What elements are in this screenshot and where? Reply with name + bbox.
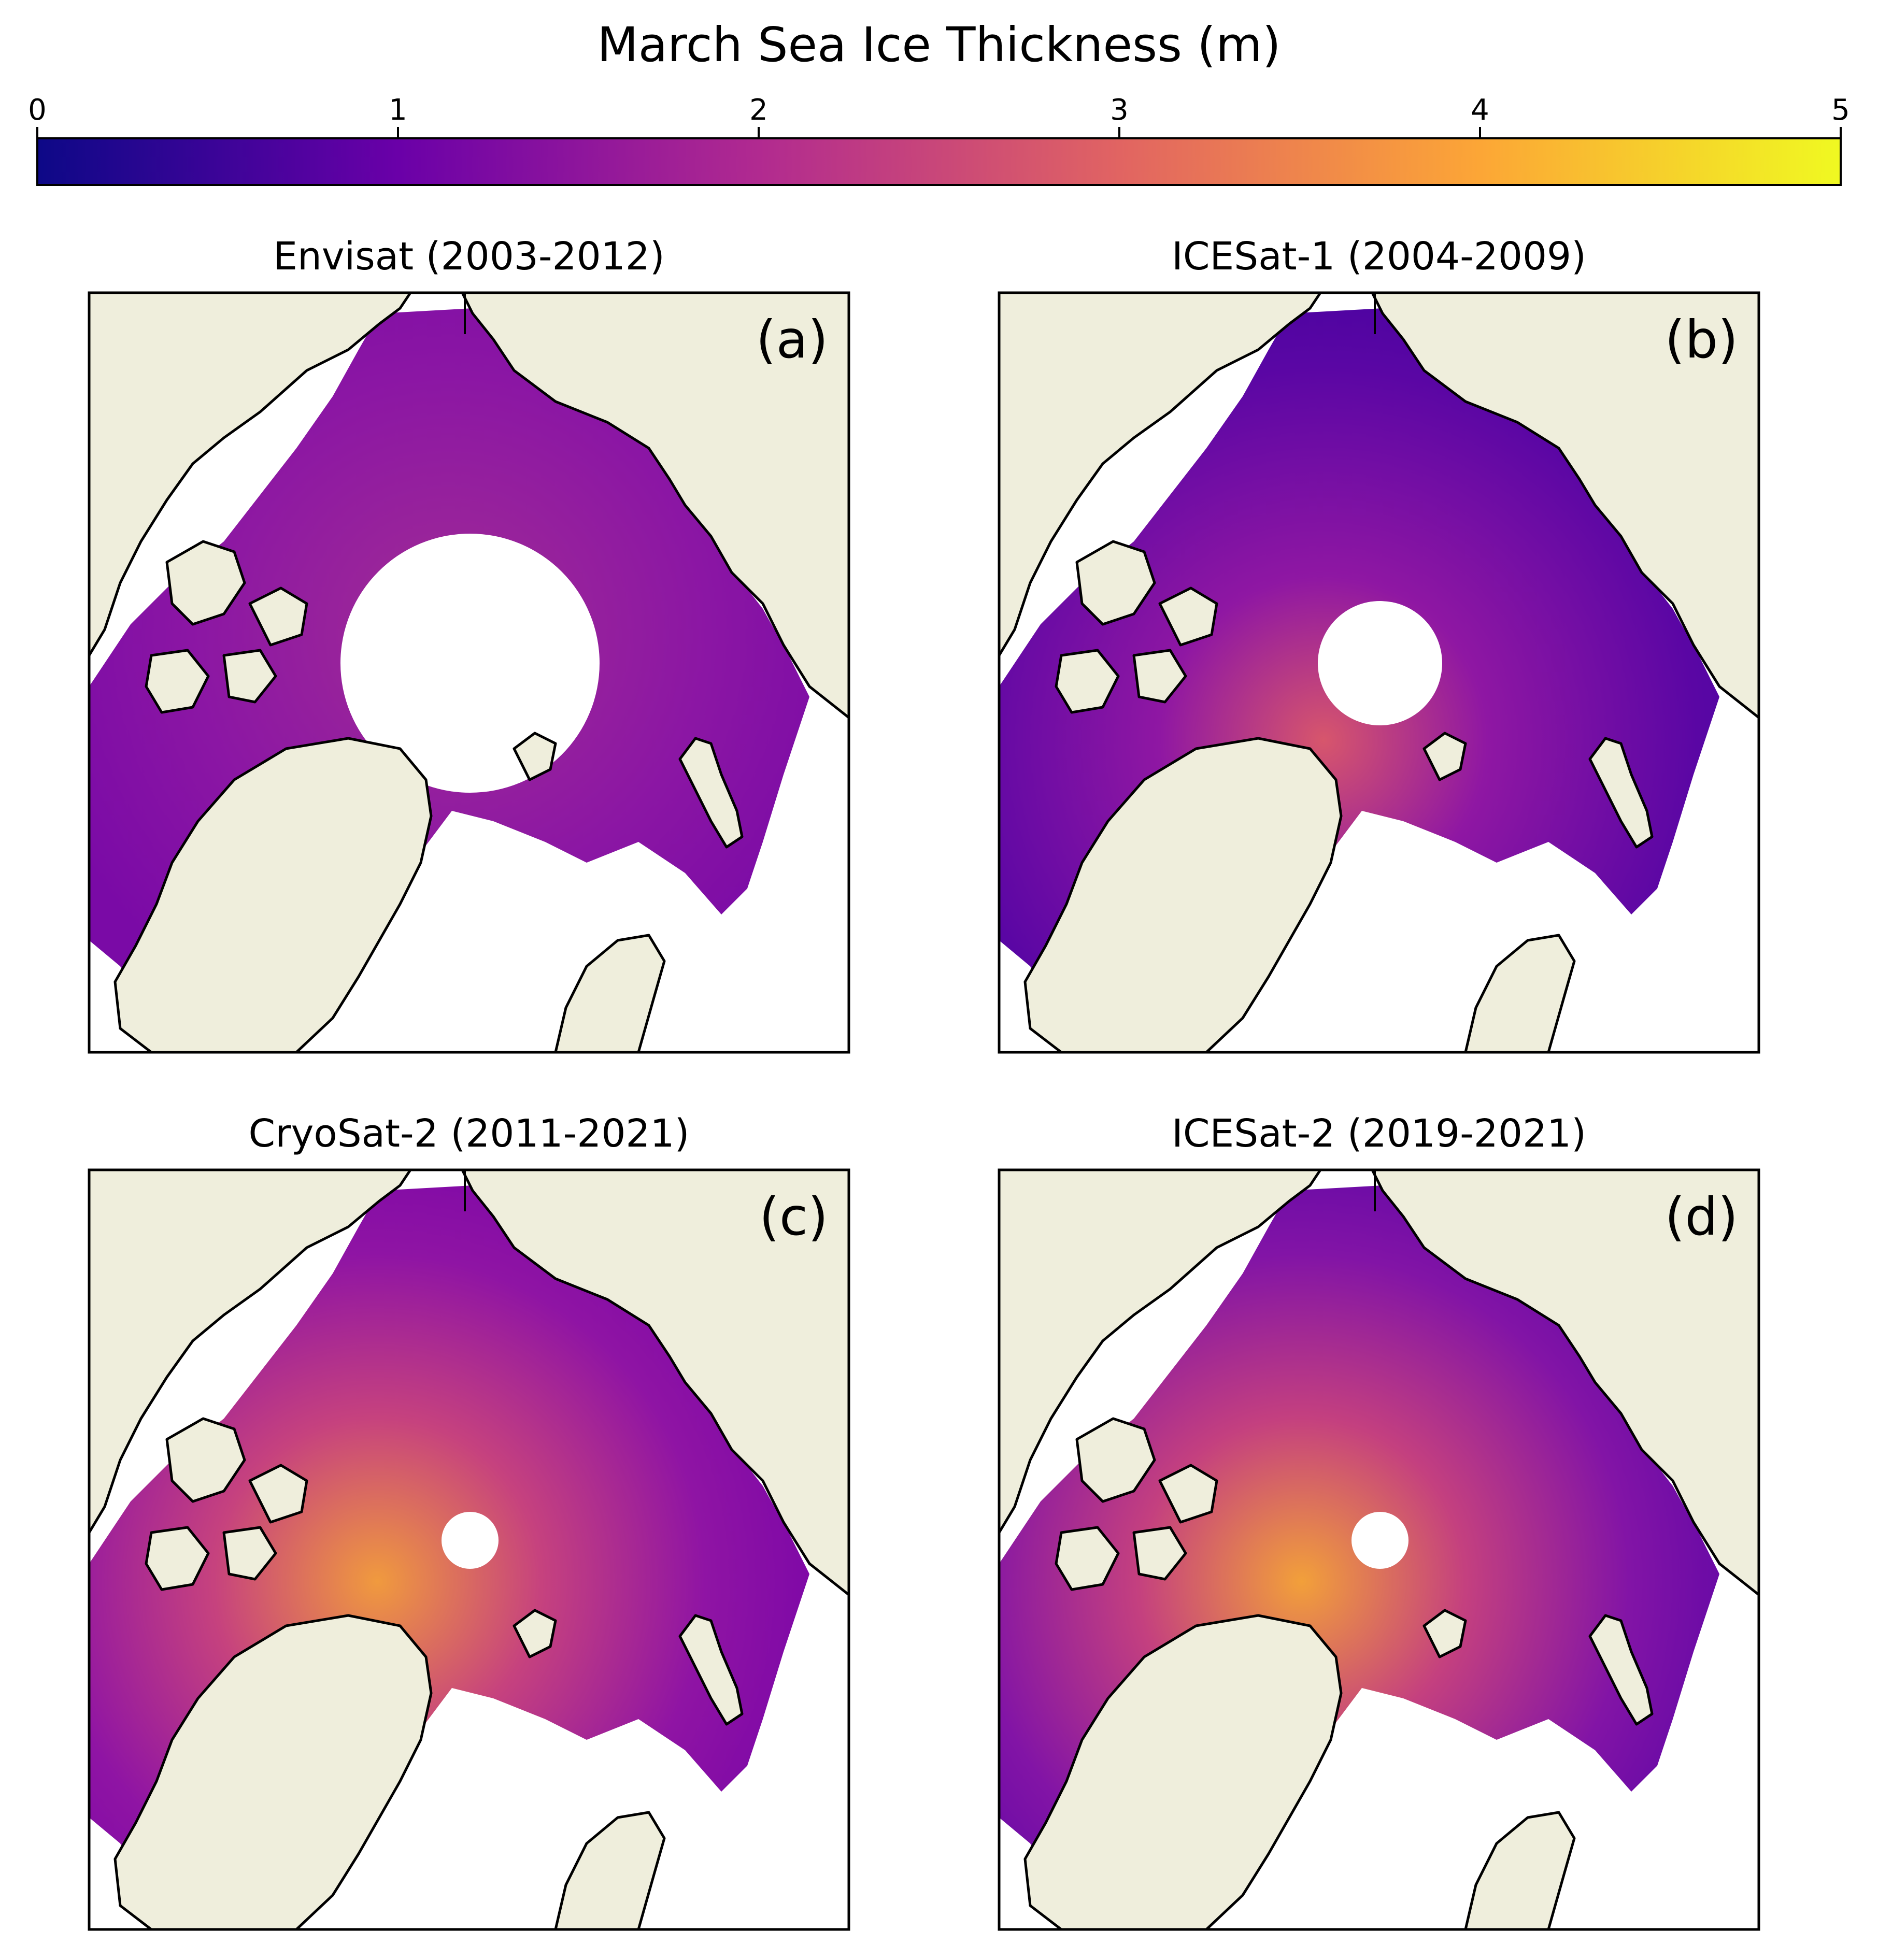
map-panels: Envisat (2003-2012) (a) ICESat-1 (2004-200…: [88, 234, 1760, 1931]
map-panel-d: ICESat-2 (2019-2021) (d): [998, 1111, 1760, 1931]
panel-title: ICESat-1 (2004-2009): [1172, 234, 1586, 279]
pole-hole: [442, 1512, 499, 1569]
colorbar-tick-label: 3: [1110, 93, 1129, 127]
panel-title: Envisat (2003-2012): [273, 234, 665, 279]
colorbar-tick-label: 4: [1471, 93, 1489, 127]
map-border: [998, 1168, 1760, 1931]
map-border: [88, 291, 850, 1054]
map-frame: (a): [88, 291, 850, 1054]
map-frame: (d): [998, 1168, 1760, 1931]
map-frame: (b): [998, 291, 1760, 1054]
panel-label: (a): [756, 309, 828, 370]
map-border: [88, 1168, 850, 1931]
figure-title: March Sea Ice Thickness (m): [597, 17, 1281, 73]
colorbar-tick-label: 0: [28, 93, 47, 127]
panel-label: (b): [1664, 309, 1738, 370]
panel-label: (c): [759, 1186, 828, 1247]
map-panel-c: CryoSat-2 (2011-2021) (c): [88, 1111, 850, 1931]
colorbar-gradient: [36, 137, 1842, 186]
colorbar-tick-label: 1: [389, 93, 407, 127]
map-panel-b: ICESat-1 (2004-2009) (b): [998, 234, 1760, 1054]
colorbar-tick-label: 5: [1831, 93, 1850, 127]
map-frame: (c): [88, 1168, 850, 1931]
pole-hole: [1318, 601, 1442, 725]
colorbar-tick-label: 2: [749, 93, 768, 127]
colorbar-ticks: 0 1 2 3 4 5: [28, 93, 1850, 138]
pole-hole: [340, 534, 600, 793]
map-border: [998, 291, 1760, 1054]
panel-title: CryoSat-2 (2011-2021): [249, 1111, 690, 1156]
map-panel-a: Envisat (2003-2012) (a): [88, 234, 850, 1054]
pole-hole: [1351, 1512, 1408, 1569]
colorbar: 0 1 2 3 4 5: [28, 93, 1850, 186]
panel-title: ICESat-2 (2019-2021): [1172, 1111, 1586, 1156]
panel-label: (d): [1664, 1186, 1738, 1247]
